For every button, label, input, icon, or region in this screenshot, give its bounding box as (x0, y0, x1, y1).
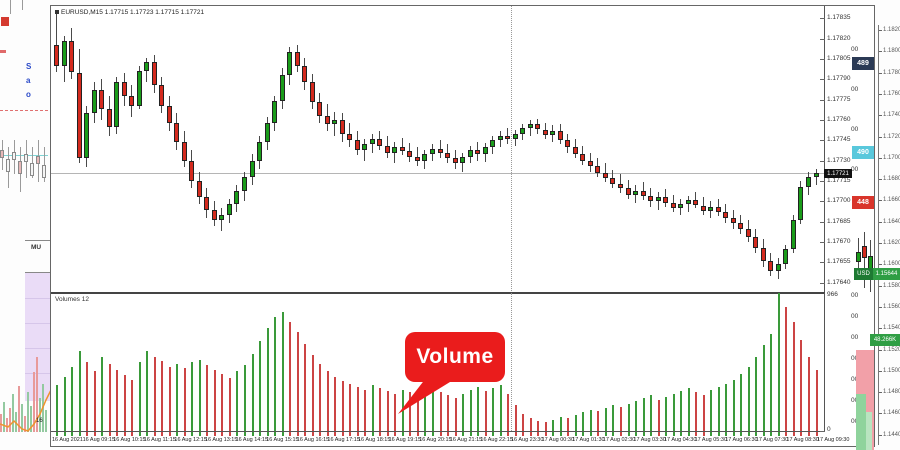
bg-histogram-bar (33, 372, 35, 432)
bg-depth-bar-green (856, 394, 866, 450)
chart-title-icon (55, 10, 59, 14)
bg-histogram-bar (36, 357, 38, 432)
bg-price-axis-line[interactable] (878, 25, 879, 445)
bg-candle-body (12, 152, 16, 160)
bg-histogram-bar (21, 404, 23, 432)
bg-right-cluster: USD 1.15644 48.266K (854, 226, 900, 450)
main-chart-pane[interactable]: EURUSD,M15 1.17715 1.17723 1.17715 1.177… (51, 6, 825, 292)
bg-symbol-tag: USD (854, 268, 873, 280)
bg-resistance-line (0, 110, 48, 112)
bg-candle-wick (44, 147, 45, 182)
bg-subwindow-border (25, 240, 50, 241)
bg-candle-body (36, 156, 40, 164)
bg-candle-body (24, 154, 28, 162)
volume-callout: Volume (405, 332, 505, 382)
bg-histogram-bar (0, 414, 2, 432)
time-axis[interactable] (51, 433, 825, 448)
bg-histogram-bar (12, 394, 14, 432)
bg-histogram-bar (9, 408, 11, 432)
bg-vertical-text-letter: S (26, 62, 32, 71)
bg-candle-body (18, 161, 22, 174)
chart-title: EURUSD,M15 1.17715 1.17723 1.17715 1.177… (55, 9, 204, 16)
volume-callout-tail (398, 378, 450, 414)
bg-info-badge: 48.266K (870, 334, 900, 346)
volume-pane-label: Volumes 12 (55, 296, 89, 303)
bg-vertical-text-letter: a (26, 76, 31, 85)
bg-candle-wick (10, 0, 11, 14)
volume-indicator-pane[interactable]: Volumes 12 (51, 292, 825, 432)
volume-callout-text: Volume (416, 345, 494, 368)
bg-histogram-bar (30, 406, 32, 432)
bg-histogram-bar (6, 418, 8, 432)
bg-histogram-bar (18, 386, 20, 432)
bg-subwindow-label: MU (31, 244, 42, 251)
bg-marker (0, 50, 6, 53)
bg-histogram-bar (3, 402, 5, 432)
bg-candle-body (30, 163, 34, 176)
bg-orange-line (0, 389, 52, 432)
bg-histogram-bar (24, 416, 26, 432)
bg-depth-bar-green2 (866, 412, 872, 450)
bg-date-label: 16 (36, 418, 43, 424)
bg-candle-body (0, 150, 4, 158)
bg-toolbar-icon (1, 17, 9, 26)
bg-candle-body (42, 165, 46, 178)
bg-histogram-bar (45, 410, 47, 432)
bg-candle-wick (32, 147, 33, 178)
bg-left-candles (0, 136, 50, 192)
bg-current-price-badge: 1.15644 (873, 268, 900, 280)
bg-histogram-bar (27, 392, 29, 432)
bg-vertical-text-letter: o (26, 90, 31, 99)
bg-candle-wick (22, 0, 23, 10)
bg-candle-body (6, 159, 10, 172)
